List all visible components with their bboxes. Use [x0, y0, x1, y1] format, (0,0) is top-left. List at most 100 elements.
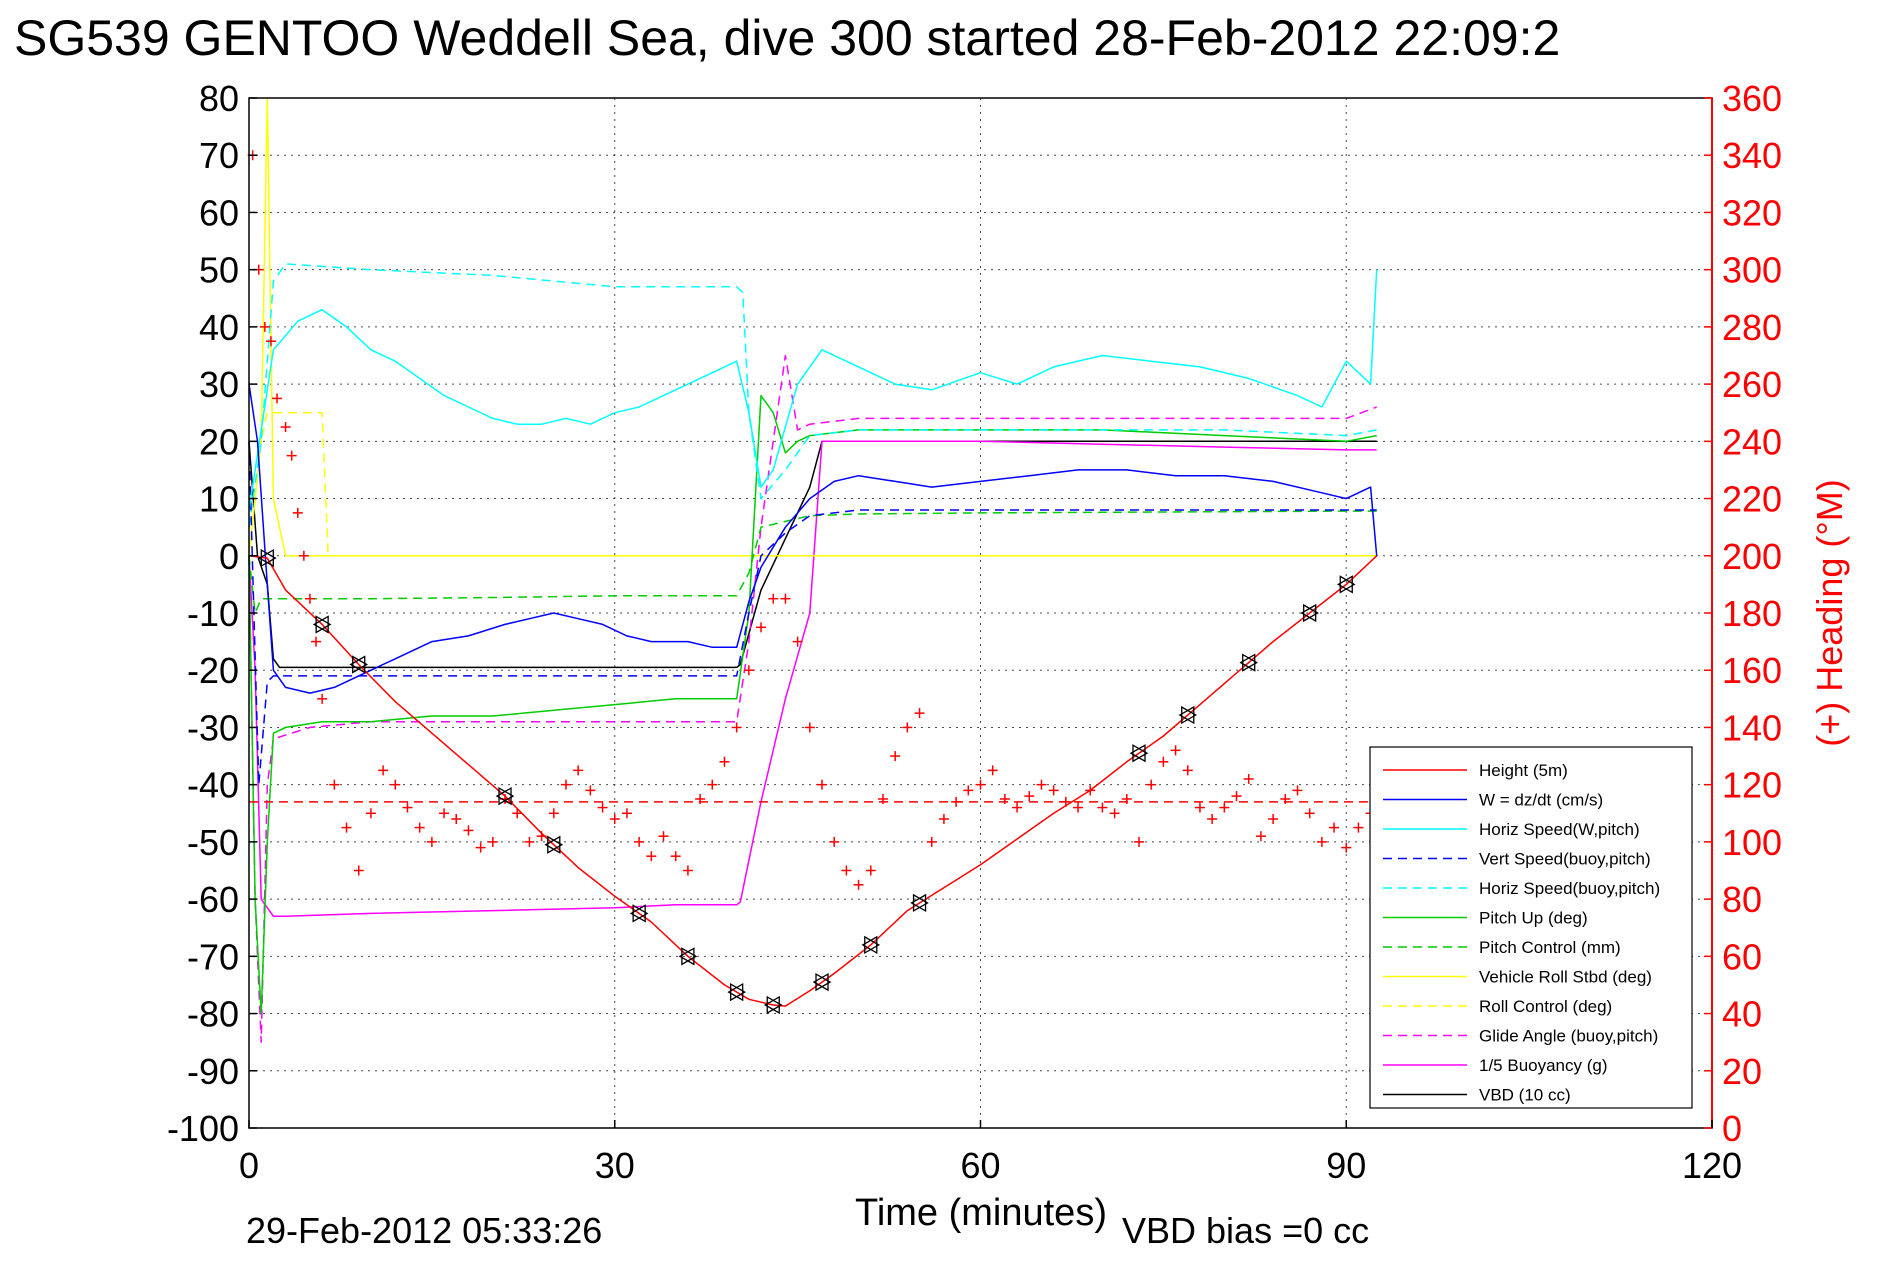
dive-marker	[349, 655, 369, 674]
dive-marker-left	[257, 548, 274, 568]
heading-point	[829, 836, 840, 847]
y-tick-label: 10	[199, 479, 239, 520]
heading-point	[1292, 785, 1303, 796]
legend-label: Vehicle Roll Stbd (deg)	[1479, 968, 1652, 987]
heading-point	[378, 765, 389, 776]
series-line-vehicle-roll-stbd-deg	[248, 97, 1377, 557]
dive-marker	[812, 972, 832, 992]
heading-point	[1073, 802, 1084, 813]
heading-point	[585, 785, 596, 796]
heading-point	[621, 808, 632, 819]
dive-marker-right	[815, 972, 832, 992]
dive-marker-right	[547, 835, 564, 854]
series-line-vert-speed-buoy-pitch	[248, 441, 1377, 786]
series-line-horiz-speed-buoy-pitch	[248, 263, 1377, 528]
heading-point	[902, 722, 913, 733]
heading-point	[1316, 836, 1327, 847]
legend: Height (5m) W = dz/dt (cm/s) Horiz Speed(W…	[1369, 746, 1693, 1109]
left-axis-ticks: 80 70 60 50 40 30 20 10 0 -10 -20 -30 -40 -50 -60 -70 -8…	[167, 78, 257, 1149]
heading-point	[1121, 793, 1132, 804]
legend-label: Pitch Control (mm)	[1479, 938, 1621, 957]
legend-label: Horiz Speed(buoy,pitch)	[1479, 879, 1660, 898]
heading-point	[1097, 802, 1108, 813]
dive-marker-left	[544, 835, 561, 854]
y-right-tick-label: 160	[1722, 650, 1782, 691]
dive-marker	[678, 947, 698, 966]
heading-point	[560, 779, 571, 790]
dive-marker	[727, 982, 746, 1002]
y-right-tick-label: 60	[1722, 936, 1762, 977]
heading-point	[1060, 796, 1071, 807]
y-right-tick-label: 80	[1722, 879, 1762, 920]
dive-marker	[763, 995, 783, 1015]
heading-point	[597, 802, 608, 813]
x-tick-label: 0	[239, 1145, 259, 1186]
dive-marker-right	[632, 904, 649, 923]
y-tick-label: -10	[187, 593, 239, 634]
heading-point	[707, 779, 718, 790]
dive-marker-left	[678, 947, 695, 966]
heading-point	[658, 831, 669, 842]
dive-markers	[257, 548, 1356, 1015]
heading-point	[780, 593, 791, 604]
heading-point	[987, 765, 998, 776]
dive-marker-left	[1336, 575, 1353, 594]
heading-point	[951, 796, 962, 807]
y-right-tick-label: 340	[1722, 135, 1782, 176]
heading-point	[926, 836, 937, 847]
y-tick-label: -50	[187, 822, 239, 863]
legend-box	[1369, 746, 1693, 1109]
heading-point	[695, 793, 706, 804]
dive-marker-left	[861, 935, 878, 955]
heading-point	[670, 851, 681, 862]
heading-point	[804, 722, 815, 733]
heading-point	[265, 336, 276, 347]
series-line-height-5m	[248, 555, 1378, 1007]
heading-point	[963, 785, 974, 796]
heading-point	[719, 756, 730, 767]
dive-marker	[257, 548, 277, 568]
heading-point	[1304, 808, 1315, 819]
y-right-tick-label: 20	[1722, 1051, 1762, 1092]
y-tick-label: 0	[219, 536, 239, 577]
dive-marker	[1129, 744, 1149, 763]
footer-timestamp: 29-Feb-2012 05:33:26	[246, 1210, 602, 1251]
heading-point	[768, 593, 779, 604]
heading-point	[317, 693, 328, 704]
dive-marker	[1178, 705, 1198, 725]
legend-label: Vert Speed(buoy,pitch)	[1479, 850, 1651, 869]
y-right-tick-label: 40	[1722, 994, 1762, 1035]
dive-marker-right	[352, 655, 369, 674]
dive-marker	[1300, 603, 1319, 623]
dive-marker-right	[498, 786, 515, 806]
y-tick-label: -20	[187, 650, 239, 691]
heading-point	[1012, 802, 1023, 813]
heading-point	[1219, 802, 1230, 813]
heading-point	[298, 550, 309, 561]
heading-point	[938, 814, 949, 824]
series-layer	[248, 97, 1378, 1043]
y-tick-label: -80	[187, 994, 239, 1035]
x-tick-label: 30	[595, 1145, 635, 1186]
heading-point	[365, 808, 376, 819]
x-axis-ticks: 0 30 60 90 120	[239, 1120, 1742, 1186]
heading-point	[1341, 842, 1352, 853]
dive-marker	[312, 615, 332, 634]
heading-point	[1133, 836, 1144, 847]
heading-point	[646, 851, 657, 862]
heading-point	[524, 836, 535, 847]
heading-point	[1109, 808, 1120, 819]
heading-point	[475, 842, 486, 853]
y-tick-label: 80	[199, 78, 239, 119]
dive-marker-right	[1339, 575, 1356, 594]
dive-marker-left	[1178, 705, 1195, 725]
dive-marker-left	[349, 655, 366, 674]
x-tick-label: 90	[1326, 1145, 1366, 1186]
heading-point	[682, 865, 693, 876]
heading-point	[439, 808, 450, 819]
heading-point	[817, 779, 828, 790]
dive-marker-right	[730, 982, 746, 1002]
dive-marker-right	[864, 935, 881, 955]
y-tick-label: -40	[187, 765, 239, 806]
